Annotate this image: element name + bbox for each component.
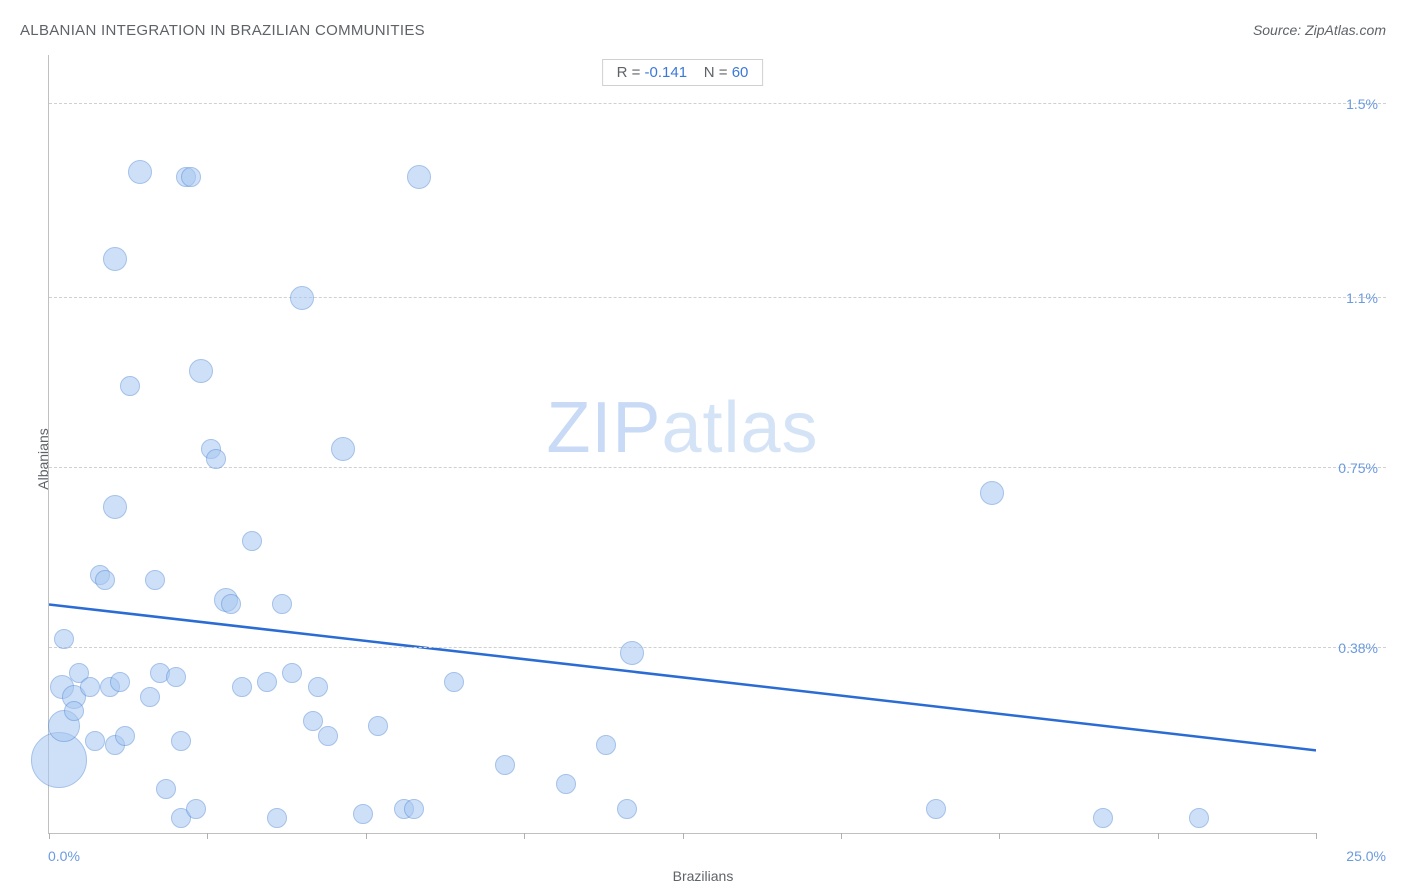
scatter-point [120, 376, 140, 396]
scatter-point [54, 629, 74, 649]
source-attribution: Source: ZipAtlas.com [1253, 22, 1386, 38]
y-tick-label: 1.1% [1323, 290, 1378, 306]
scatter-point [110, 672, 130, 692]
gridline [49, 467, 1386, 468]
scatter-point [926, 799, 946, 819]
scatter-point [1093, 808, 1113, 828]
scatter-point [50, 675, 74, 699]
x-axis-max-label: 25.0% [1346, 848, 1386, 864]
plot-area: ZIPatlas R = -0.141 N = 60 0.38%0.75%1.1… [48, 55, 1316, 834]
scatter-point [617, 799, 637, 819]
chart-title: ALBANIAN INTEGRATION IN BRAZILIAN COMMUN… [20, 22, 425, 39]
r-label: R = [617, 64, 641, 81]
watermark-text: ZIPatlas [546, 387, 818, 469]
watermark-atlas: atlas [661, 388, 818, 468]
scatter-point [69, 663, 89, 683]
scatter-point [181, 167, 201, 187]
scatter-point [1189, 808, 1209, 828]
scatter-point [303, 711, 323, 731]
gridline [49, 297, 1386, 298]
x-tick [841, 833, 842, 839]
x-tick [207, 833, 208, 839]
watermark-zip: ZIP [546, 388, 661, 468]
scatter-point [620, 641, 644, 665]
r-value: -0.141 [645, 64, 688, 81]
scatter-point [221, 594, 241, 614]
scatter-point [201, 439, 221, 459]
x-axis-label: Brazilians [673, 868, 734, 884]
scatter-point [407, 165, 431, 189]
scatter-point [214, 588, 238, 612]
scatter-point [282, 663, 302, 683]
scatter-point [232, 677, 252, 697]
scatter-point [444, 672, 464, 692]
scatter-point [64, 701, 84, 721]
scatter-point [368, 716, 388, 736]
y-tick-label: 0.75% [1323, 460, 1378, 476]
scatter-point [115, 726, 135, 746]
scatter-point [242, 531, 262, 551]
scatter-point [103, 247, 127, 271]
scatter-point [267, 808, 287, 828]
scatter-point [85, 731, 105, 751]
scatter-point [171, 731, 191, 751]
n-label: N = [704, 64, 728, 81]
scatter-point [31, 732, 87, 788]
scatter-point [596, 735, 616, 755]
scatter-point [156, 779, 176, 799]
scatter-point [290, 286, 314, 310]
stats-box: R = -0.141 N = 60 [602, 59, 764, 86]
scatter-point [331, 437, 355, 461]
scatter-point [189, 359, 213, 383]
scatter-point [206, 449, 226, 469]
x-tick [1316, 833, 1317, 839]
chart-container: Albanians ZIPatlas R = -0.141 N = 60 0.3… [20, 55, 1386, 862]
x-axis-min-label: 0.0% [48, 848, 80, 864]
scatter-point [176, 167, 196, 187]
scatter-point [186, 799, 206, 819]
scatter-point [308, 677, 328, 697]
scatter-point [257, 672, 277, 692]
scatter-point [90, 565, 110, 585]
scatter-point [980, 481, 1004, 505]
n-value: 60 [732, 64, 749, 81]
scatter-point [404, 799, 424, 819]
x-tick [1158, 833, 1159, 839]
trendline [49, 604, 1316, 750]
scatter-point [556, 774, 576, 794]
y-tick-label: 0.38% [1323, 640, 1378, 656]
scatter-point [140, 687, 160, 707]
x-tick [524, 833, 525, 839]
scatter-point [166, 667, 186, 687]
gridline [49, 103, 1386, 104]
x-tick [999, 833, 1000, 839]
chart-header: ALBANIAN INTEGRATION IN BRAZILIAN COMMUN… [20, 22, 1386, 42]
trendline-svg [49, 55, 1316, 833]
scatter-point [80, 677, 100, 697]
scatter-point [353, 804, 373, 824]
scatter-point [171, 808, 191, 828]
scatter-point [495, 755, 515, 775]
scatter-point [105, 735, 125, 755]
scatter-point [394, 799, 414, 819]
scatter-point [100, 677, 120, 697]
scatter-point [318, 726, 338, 746]
scatter-point [145, 570, 165, 590]
x-tick [683, 833, 684, 839]
scatter-point [62, 685, 86, 709]
gridline [49, 647, 1386, 648]
x-tick [49, 833, 50, 839]
y-tick-label: 1.5% [1323, 96, 1378, 112]
scatter-point [150, 663, 170, 683]
scatter-point [48, 710, 80, 742]
scatter-point [95, 570, 115, 590]
scatter-point [272, 594, 292, 614]
scatter-point [128, 160, 152, 184]
x-tick [366, 833, 367, 839]
scatter-point [103, 495, 127, 519]
